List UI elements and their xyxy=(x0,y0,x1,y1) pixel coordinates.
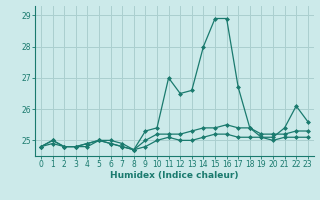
X-axis label: Humidex (Indice chaleur): Humidex (Indice chaleur) xyxy=(110,171,239,180)
